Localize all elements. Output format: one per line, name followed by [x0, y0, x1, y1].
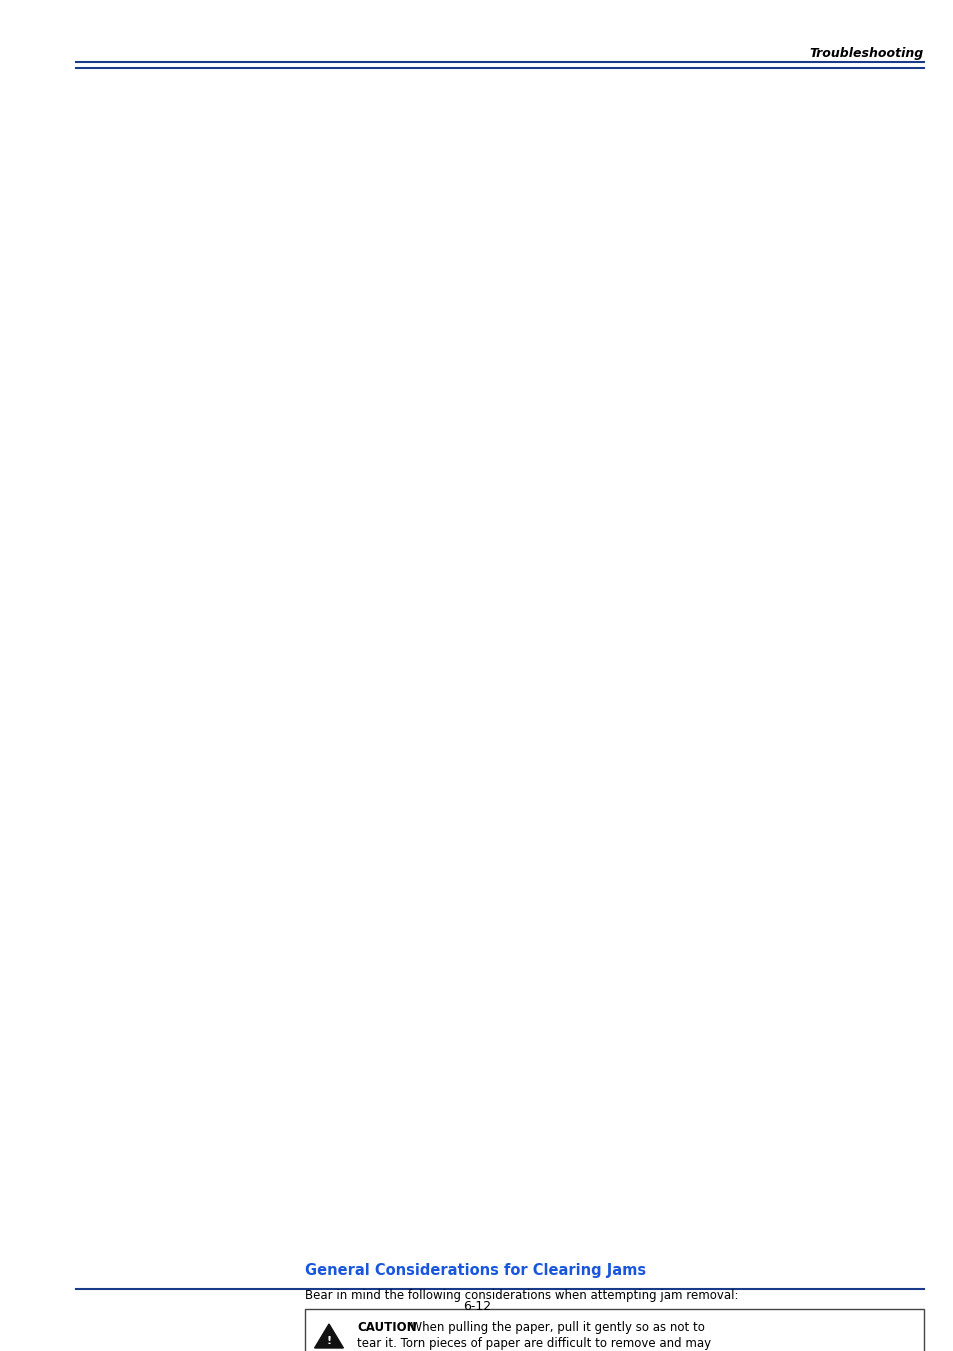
Text: 6-12: 6-12: [462, 1300, 491, 1313]
Bar: [305, 1309, 923, 1351]
Polygon shape: [314, 1324, 343, 1348]
Text: When pulling the paper, pull it gently so as not to: When pulling the paper, pull it gently s…: [402, 1321, 704, 1333]
Text: General Considerations for Clearing Jams: General Considerations for Clearing Jams: [305, 1263, 645, 1278]
Text: !: !: [326, 1336, 332, 1346]
Text: Troubleshooting: Troubleshooting: [809, 47, 923, 59]
Text: Bear in mind the following considerations when attempting jam removal:: Bear in mind the following consideration…: [305, 1289, 738, 1302]
Text: CAUTION: CAUTION: [356, 1321, 416, 1333]
Text: tear it. Torn pieces of paper are difficult to remove and may: tear it. Torn pieces of paper are diffic…: [356, 1337, 710, 1350]
